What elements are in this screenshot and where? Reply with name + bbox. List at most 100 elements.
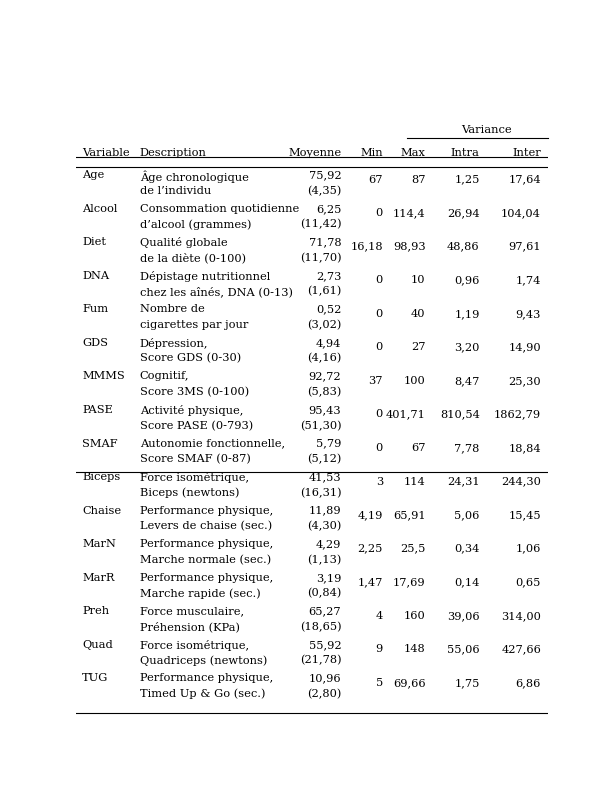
Text: 9,43: 9,43 [516, 309, 541, 319]
Text: 427,66: 427,66 [501, 644, 541, 654]
Text: Min: Min [361, 148, 383, 158]
Text: 26,94: 26,94 [447, 208, 480, 218]
Text: MMMS: MMMS [82, 371, 125, 382]
Text: 104,04: 104,04 [501, 208, 541, 218]
Text: MarR: MarR [82, 573, 114, 583]
Text: MarN: MarN [82, 539, 116, 550]
Text: 39,06: 39,06 [447, 611, 480, 621]
Text: (11,42): (11,42) [300, 220, 342, 229]
Text: 95,43: 95,43 [309, 405, 342, 415]
Text: 65,91: 65,91 [393, 510, 425, 520]
Text: 65,27: 65,27 [309, 606, 342, 617]
Text: 1,75: 1,75 [454, 678, 480, 688]
Text: 5,06: 5,06 [454, 510, 480, 520]
Text: Qualité globale: Qualité globale [140, 237, 228, 249]
Text: 71,78: 71,78 [309, 237, 342, 247]
Text: 98,93: 98,93 [393, 241, 425, 252]
Text: 1862,79: 1862,79 [494, 409, 541, 420]
Text: 41,53: 41,53 [309, 472, 342, 482]
Text: (5,83): (5,83) [307, 387, 342, 397]
Text: 97,61: 97,61 [509, 241, 541, 252]
Text: 2,25: 2,25 [357, 544, 383, 554]
Text: 24,31: 24,31 [447, 477, 480, 487]
Text: Dépistage nutritionnel: Dépistage nutritionnel [140, 271, 270, 282]
Text: 4,19: 4,19 [357, 510, 383, 520]
Text: (4,30): (4,30) [307, 521, 342, 532]
Text: Marche normale (sec.): Marche normale (sec.) [140, 554, 271, 565]
Text: GDS: GDS [82, 338, 108, 348]
Text: Diet: Diet [82, 237, 106, 247]
Text: (5,12): (5,12) [307, 454, 342, 464]
Text: chez les aînés, DNA (0-13): chez les aînés, DNA (0-13) [140, 286, 293, 297]
Text: Dépression,: Dépression, [140, 338, 208, 349]
Text: Préhension (KPa): Préhension (KPa) [140, 622, 240, 633]
Text: Nombre de: Nombre de [140, 304, 205, 315]
Text: 69,66: 69,66 [393, 678, 425, 688]
Text: (1,13): (1,13) [307, 554, 342, 565]
Text: 1,47: 1,47 [357, 577, 383, 587]
Text: 114,4: 114,4 [393, 208, 425, 218]
Text: DNA: DNA [82, 271, 110, 281]
Text: (18,65): (18,65) [300, 622, 342, 632]
Text: 148: 148 [404, 644, 425, 654]
Text: 40: 40 [411, 309, 425, 319]
Text: 4,29: 4,29 [316, 539, 342, 550]
Text: 314,00: 314,00 [501, 611, 541, 621]
Text: Force musculaire,: Force musculaire, [140, 606, 244, 617]
Text: Biceps (newtons): Biceps (newtons) [140, 487, 239, 498]
Text: Age: Age [82, 170, 105, 180]
Text: TUG: TUG [82, 674, 108, 684]
Text: Performance physique,: Performance physique, [140, 539, 273, 550]
Text: 1,74: 1,74 [516, 275, 541, 285]
Text: Score 3MS (0-100): Score 3MS (0-100) [140, 387, 249, 397]
Text: 0,52: 0,52 [316, 304, 342, 315]
Text: Inter: Inter [512, 148, 541, 158]
Text: d’alcool (grammes): d’alcool (grammes) [140, 220, 252, 230]
Text: 1,25: 1,25 [454, 174, 480, 185]
Text: 55,92: 55,92 [309, 640, 342, 650]
Text: Intra: Intra [451, 148, 480, 158]
Text: 25,5: 25,5 [400, 544, 425, 554]
Text: 5: 5 [376, 678, 383, 688]
Text: 3,20: 3,20 [454, 342, 480, 353]
Text: 55,06: 55,06 [447, 644, 480, 654]
Text: 2,73: 2,73 [316, 271, 342, 281]
Text: cigarettes par jour: cigarettes par jour [140, 320, 248, 330]
Text: Âge chronologique: Âge chronologique [140, 170, 248, 182]
Text: 10: 10 [411, 275, 425, 285]
Text: 6,25: 6,25 [316, 203, 342, 214]
Text: SMAF: SMAF [82, 439, 118, 449]
Text: 0: 0 [376, 309, 383, 319]
Text: 0,14: 0,14 [454, 577, 480, 587]
Text: 5,79: 5,79 [316, 439, 342, 449]
Text: Quad: Quad [82, 640, 113, 650]
Text: Preh: Preh [82, 606, 110, 617]
Text: Performance physique,: Performance physique, [140, 506, 273, 516]
Text: 0: 0 [376, 275, 383, 285]
Text: 16,18: 16,18 [350, 241, 383, 252]
Text: 4: 4 [376, 611, 383, 621]
Text: Max: Max [401, 148, 425, 158]
Text: Moyenne: Moyenne [288, 148, 342, 158]
Text: 114: 114 [404, 477, 425, 487]
Text: 11,89: 11,89 [309, 506, 342, 516]
Text: 0: 0 [376, 208, 383, 218]
Text: Description: Description [140, 148, 206, 158]
Text: Score SMAF (0-87): Score SMAF (0-87) [140, 454, 251, 464]
Text: 67: 67 [411, 443, 425, 453]
Text: Cognitif,: Cognitif, [140, 371, 189, 382]
Text: 0: 0 [376, 409, 383, 420]
Text: 401,71: 401,71 [385, 409, 425, 420]
Text: Performance physique,: Performance physique, [140, 674, 273, 684]
Text: Biceps: Biceps [82, 472, 121, 482]
Text: 67: 67 [368, 174, 383, 185]
Text: 0: 0 [376, 342, 383, 353]
Text: PASE: PASE [82, 405, 113, 415]
Text: 17,69: 17,69 [393, 577, 425, 587]
Text: 8,47: 8,47 [454, 376, 480, 386]
Text: 14,90: 14,90 [509, 342, 541, 353]
Text: 10,96: 10,96 [309, 674, 342, 684]
Text: (1,61): (1,61) [307, 286, 342, 297]
Text: (2,80): (2,80) [307, 689, 342, 700]
Text: 0: 0 [376, 443, 383, 453]
